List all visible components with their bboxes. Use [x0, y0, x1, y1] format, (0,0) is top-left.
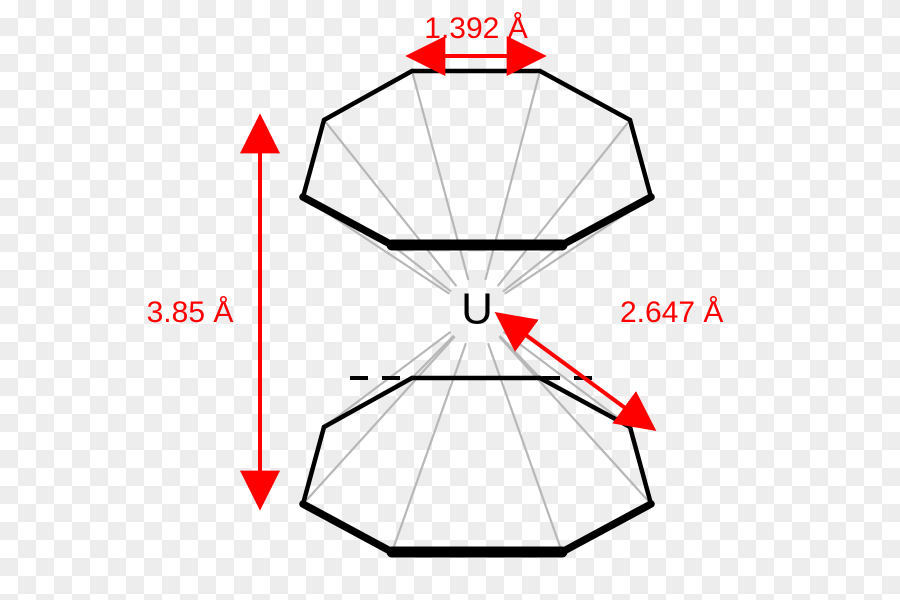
- bottom-ring-back: [303, 378, 651, 504]
- bottom-ring-front: [303, 504, 651, 552]
- uranocene-diagram: U 1.392 Å 3.85 Å 2.647 Å: [0, 0, 900, 600]
- central-atom-label: U: [461, 285, 493, 334]
- ring-separation-label: 3.85 Å: [147, 296, 234, 329]
- metal-carbon-distance-arrow: [500, 316, 651, 427]
- top-ring-front: [303, 197, 651, 245]
- metal-carbon-distance-label: 2.647 Å: [620, 296, 723, 329]
- top-ring-back: [303, 71, 651, 197]
- top-bond-length-label: 1.392 Å: [424, 12, 527, 45]
